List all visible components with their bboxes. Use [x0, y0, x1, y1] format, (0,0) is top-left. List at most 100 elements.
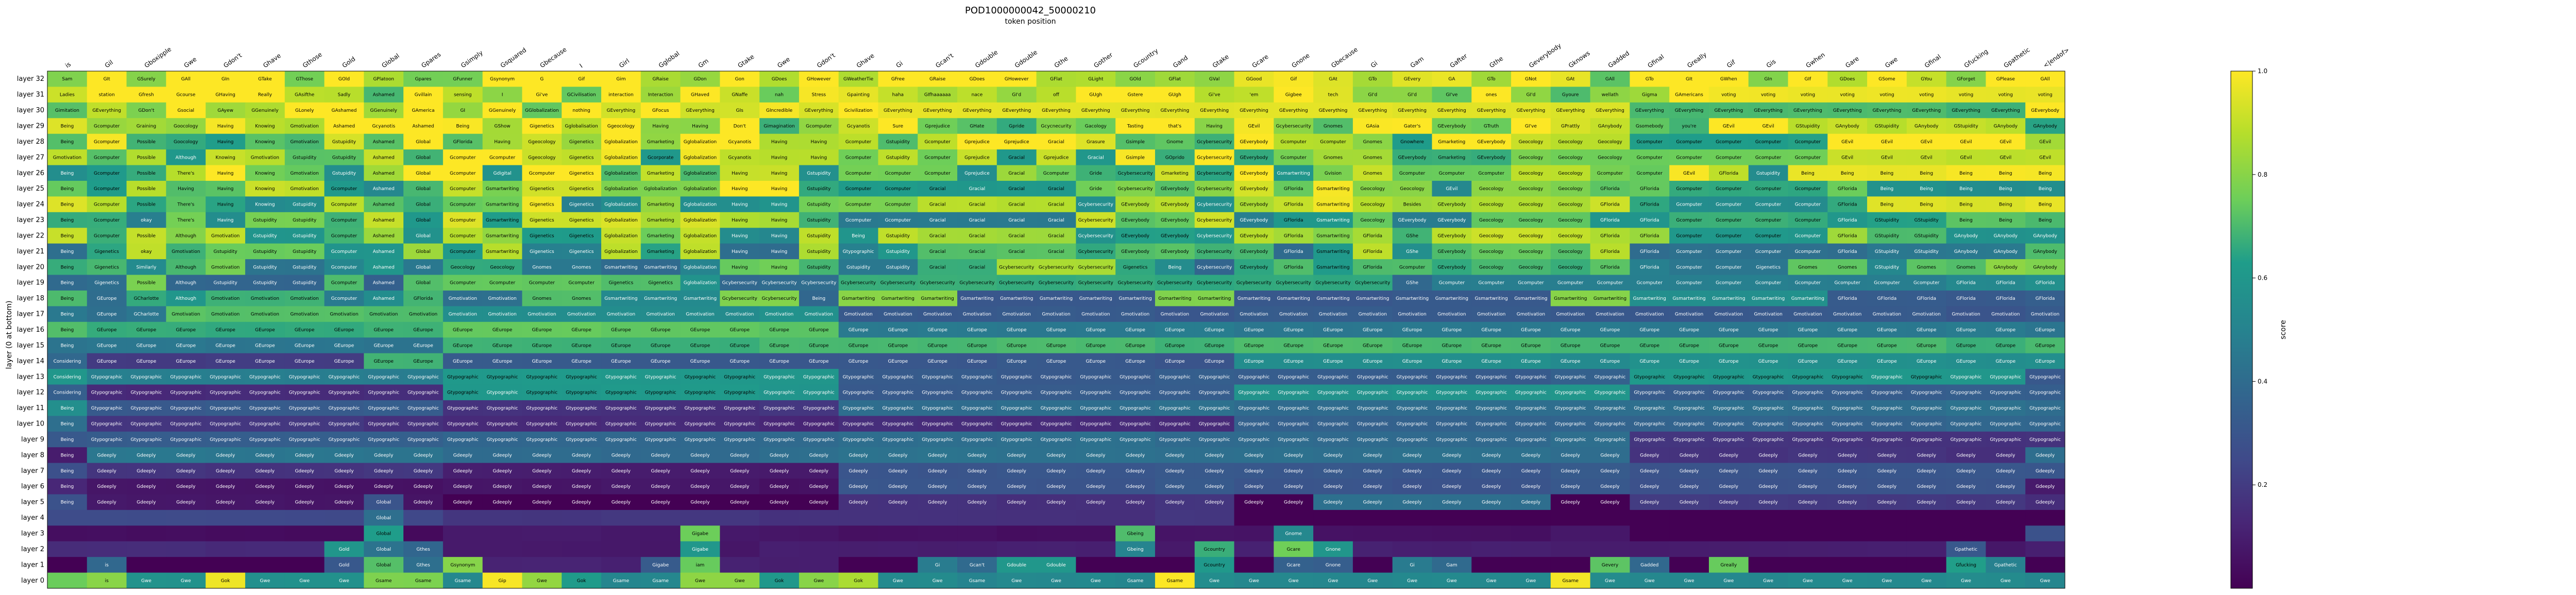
- heatmap-cell: [443, 228, 483, 244]
- heatmap-cell: [245, 228, 285, 244]
- cell-token-label: Gdeeply: [1680, 500, 1699, 505]
- cell-token-label: Gcybersecurity: [999, 265, 1035, 270]
- heatmap-cell: [482, 87, 522, 103]
- cell-token-label: Gtypographic: [764, 437, 795, 443]
- heatmap-cell: [1867, 196, 1907, 213]
- cell-token-label: Gtypographic: [1278, 390, 1309, 396]
- heatmap-cell: [1036, 133, 1076, 150]
- heatmap-cell: [1194, 165, 1235, 181]
- cell-token-label: Gwe: [1803, 579, 1813, 584]
- cell-token-label: GEvil: [1446, 186, 1458, 192]
- cell-token-label: Geocology: [1519, 155, 1544, 160]
- cell-token-label: Having: [732, 202, 748, 208]
- cell-token-label: Gsmartwriting: [1000, 296, 1033, 301]
- heatmap-cell: [126, 509, 166, 526]
- cell-token-label: Gsmartwriting: [1040, 296, 1073, 301]
- heatmap-cell: [957, 212, 997, 228]
- cell-token-label: Geocology: [1479, 218, 1504, 223]
- heatmap-cell: [957, 118, 997, 134]
- heatmap-cell: [1946, 149, 1986, 166]
- cell-token-label: Geocology: [1558, 186, 1583, 192]
- heatmap-cell: [1630, 525, 1670, 542]
- heatmap-cell: [166, 541, 206, 557]
- cell-token-label: Gtypographic: [1238, 406, 1269, 411]
- x-tick-label: Ghave: [262, 52, 282, 70]
- heatmap-cell: [443, 87, 483, 103]
- heatmap-cell: [957, 102, 997, 118]
- heatmap-cell: [1867, 525, 1907, 542]
- heatmap-cell: [1313, 118, 1353, 134]
- cell-token-label: Gmotivation: [290, 186, 318, 192]
- cell-token-label: GEverybody: [1240, 155, 1268, 160]
- heatmap-cell: [1432, 87, 1472, 103]
- cell-token-label: Gsmartwriting: [1396, 296, 1429, 301]
- cell-token-label: GEverything: [963, 108, 992, 113]
- cell-token-label: Gnomes: [1363, 140, 1382, 145]
- heatmap-cell: [1630, 228, 1670, 244]
- heatmap-cell: [482, 71, 522, 87]
- cell-token-label: Gdeeply: [1758, 453, 1778, 458]
- cell-token-label: GCivilisation: [567, 93, 596, 98]
- cell-token-label: Gdeeply: [1600, 453, 1620, 458]
- cell-token-label: Being: [1880, 186, 1894, 192]
- cell-token-label: Gsmartwriting: [486, 202, 519, 208]
- heatmap-cell: [166, 87, 206, 103]
- heatmap-cell: [1432, 228, 1472, 244]
- cell-token-label: Geocology: [1479, 265, 1504, 270]
- heatmap-cell: [918, 71, 958, 87]
- heatmap-cell: [1313, 87, 1353, 103]
- heatmap-cell: [1115, 71, 1156, 87]
- cell-token-label: Gdeeply: [1324, 453, 1343, 458]
- heatmap-cell: [640, 71, 681, 87]
- cell-token-label: GEurope: [1244, 359, 1264, 364]
- cell-token-label: GEverybody: [1121, 249, 1149, 254]
- cell-token-label: Gcomputer: [845, 186, 872, 192]
- heatmap-cell: [1827, 87, 1868, 103]
- cell-token-label: Gdeeply: [256, 453, 275, 458]
- heatmap-cell: [522, 133, 562, 150]
- cell-token-label: Gnomes: [532, 296, 551, 301]
- heatmap-cell: [126, 102, 166, 118]
- cell-token-label: Being: [1959, 218, 1973, 223]
- heatmap-cell: [1471, 212, 1512, 228]
- heatmap-cell: [918, 541, 958, 557]
- cell-token-label: Gwe: [695, 579, 705, 584]
- heatmap-cell: [443, 102, 483, 118]
- cell-token-label: Gdeeply: [493, 500, 512, 505]
- cell-token-label: Gtypographic: [1001, 390, 1032, 396]
- cell-token-label: Gtypographic: [1476, 375, 1507, 380]
- heatmap-cell: [324, 525, 364, 542]
- heatmap-cell: [640, 259, 681, 276]
- cell-token-label: Gcybersecurity: [880, 281, 916, 286]
- heatmap-cell: [1669, 259, 1709, 276]
- cell-token-label: Geocology: [1558, 202, 1583, 208]
- cell-token-label: Gtypographic: [882, 437, 913, 443]
- cell-token-label: Gtypographic: [1436, 375, 1467, 380]
- cell-token-label: GFlorida: [1600, 186, 1620, 192]
- heatmap-cell: [1036, 149, 1076, 166]
- heatmap-cell: [1234, 118, 1274, 134]
- heatmap-cell: [759, 133, 800, 150]
- heatmap-cell: [364, 180, 404, 197]
- cell-token-label: Gtypographic: [1555, 437, 1586, 443]
- heatmap-cell: [87, 196, 127, 213]
- cell-token-label: Gdeeply: [770, 500, 789, 505]
- x-tick-label: Gsquared: [499, 46, 528, 70]
- cell-token-label: Gcomputer: [1637, 155, 1663, 160]
- cell-token-label: Gstupidity: [807, 218, 831, 223]
- cell-token-label: Gdeeply: [97, 500, 117, 505]
- cell-token-label: Gdeeply: [2036, 484, 2055, 489]
- cell-token-label: Global: [376, 532, 391, 537]
- heatmap-cell: [601, 102, 641, 118]
- cell-token-label: Gtypographic: [1753, 390, 1784, 396]
- heatmap-cell: [284, 212, 325, 228]
- heatmap-cell: [284, 509, 325, 526]
- cell-token-label: Gcomputer: [885, 186, 911, 192]
- cell-token-label: GEurope: [1758, 359, 1778, 364]
- heatmap-cell: [601, 525, 641, 542]
- cell-token-label: Gdeeply: [1205, 484, 1224, 489]
- heatmap-cell: [1827, 118, 1868, 134]
- heatmap-cell: [1748, 525, 1789, 542]
- cell-token-label: GI've: [1446, 93, 1458, 98]
- cell-token-label: Gtypographic: [368, 422, 399, 427]
